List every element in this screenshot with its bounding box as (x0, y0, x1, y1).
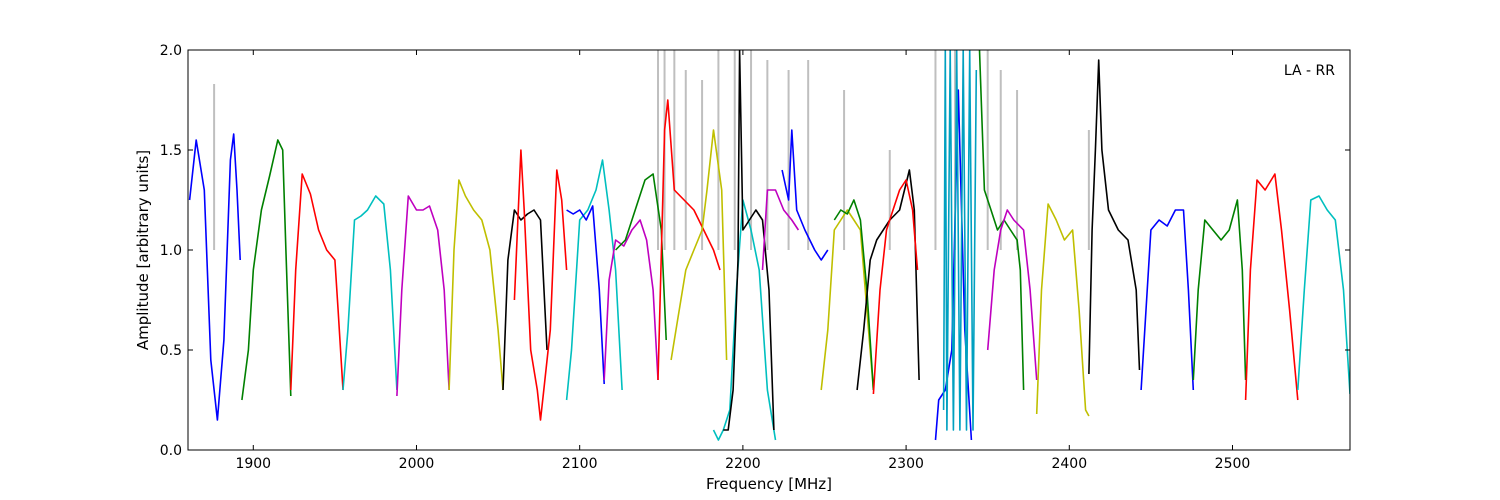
y-tick-label: 2.0 (160, 43, 182, 59)
x-axis-ticks: 1900 2000 2100 2200 2300 2400 2500 (235, 50, 1250, 472)
x-tick-label: 2500 (1215, 456, 1251, 472)
series-line (934, 89, 973, 441)
series-line (448, 179, 504, 391)
series-line (566, 205, 605, 385)
x-tick-label: 2400 (1051, 456, 1087, 472)
series-line (188, 133, 241, 421)
y-axis-ticks: 0.0 0.5 1.0 1.5 2.0 (160, 43, 1350, 459)
series-line (761, 189, 800, 271)
y-tick-label: 0.0 (160, 443, 182, 459)
series-line (781, 129, 829, 261)
x-axis-label: Frequency [MHz] (706, 475, 832, 493)
x-tick-label: 2100 (562, 456, 598, 472)
series-line (1297, 195, 1350, 395)
background-series (213, 50, 1090, 250)
series-line (565, 159, 623, 401)
series-line (513, 149, 568, 421)
series-line (241, 139, 292, 401)
series-line (1244, 173, 1299, 401)
series-line (603, 219, 659, 381)
series-line (1192, 199, 1247, 381)
annotation-label: LA - RR (1284, 63, 1335, 79)
series-line (670, 129, 728, 361)
series-line (396, 195, 450, 397)
series-line (712, 199, 777, 441)
series-line (942, 50, 978, 431)
plot-frame (187, 49, 1351, 451)
series-line (657, 99, 721, 381)
x-tick-label: 2300 (888, 456, 924, 472)
series-line (1088, 59, 1141, 375)
y-tick-label: 1.5 (160, 143, 182, 159)
series-line (1035, 203, 1090, 417)
x-tick-label: 1900 (235, 456, 271, 472)
x-tick-label: 2000 (399, 456, 435, 472)
x-tick-label: 2200 (725, 456, 761, 472)
series-line (872, 179, 919, 395)
series-line (342, 195, 398, 391)
series-line (986, 209, 1038, 381)
y-tick-label: 1.0 (160, 243, 182, 259)
series-line (820, 209, 875, 391)
series-line (290, 173, 344, 391)
y-axis-label: Amplitude [arbitrary units] (134, 150, 152, 350)
y-tick-label: 0.5 (160, 343, 182, 359)
series-layer (188, 50, 1350, 441)
series-line (1140, 209, 1195, 391)
